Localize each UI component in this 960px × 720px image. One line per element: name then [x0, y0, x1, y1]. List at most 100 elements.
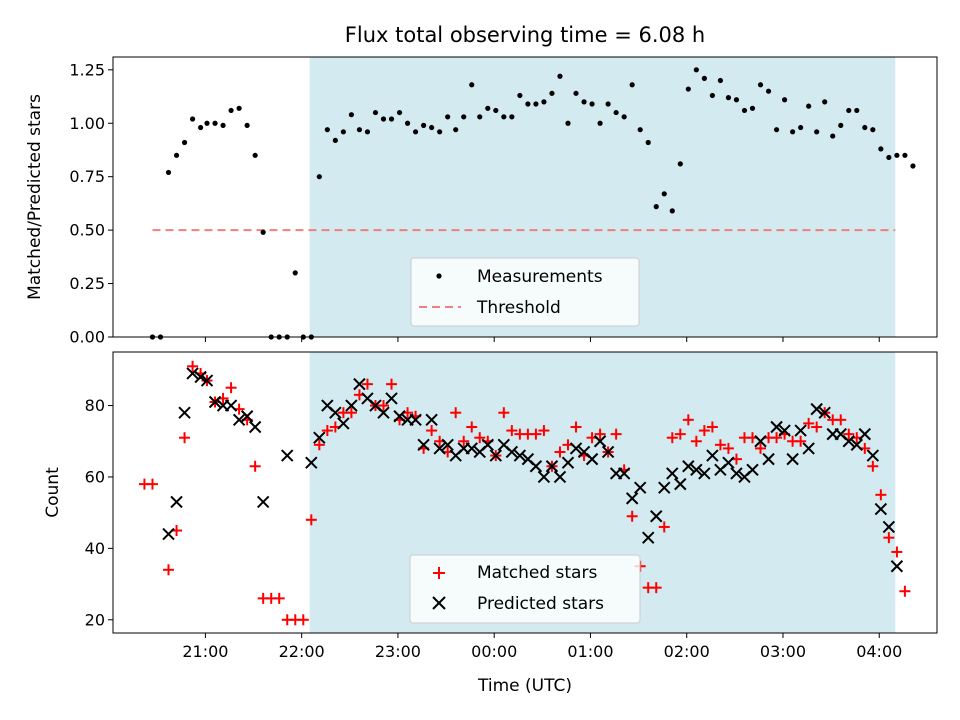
predicted-star-point — [682, 460, 695, 473]
predicted-star-d2 — [337, 417, 350, 430]
measurement-point — [838, 122, 844, 128]
measurement-point — [749, 105, 756, 111]
predicted-star-point — [200, 374, 214, 387]
predicted-star-point — [529, 460, 543, 473]
predicted-star-d2 — [561, 456, 575, 469]
predicted-star-d2 — [208, 395, 222, 409]
measurement-point — [814, 129, 820, 135]
predicted-star-d2 — [425, 413, 438, 427]
measurement-point — [501, 114, 507, 120]
predicted-star-d2 — [890, 560, 904, 573]
legend-matched-label: Matched stars — [477, 563, 597, 583]
measurement-point — [733, 97, 740, 103]
measurement-point — [717, 77, 724, 84]
bottom-axes-frame — [112, 351, 938, 634]
predicted-star-point — [746, 463, 759, 477]
measurement-point — [621, 114, 627, 120]
predicted-star-point — [162, 527, 175, 541]
predicted-star-d2 — [770, 420, 783, 434]
predicted-star-d2 — [489, 449, 503, 462]
top-y-tick-label: 0.50 — [69, 221, 105, 240]
predicted-star-point — [417, 438, 430, 452]
measurement-point — [396, 109, 403, 116]
predicted-star-d2 — [746, 463, 759, 477]
predicted-star-point — [642, 531, 655, 544]
matched-star-point — [458, 435, 470, 447]
measurement-point — [846, 107, 852, 114]
matched-star-point — [386, 378, 398, 390]
measurement-point — [252, 152, 258, 158]
predicted-star-point — [256, 495, 270, 509]
predicted-star-point — [194, 370, 207, 384]
measurement-point — [461, 114, 467, 120]
bottom-y-tick-label: 20 — [85, 610, 105, 629]
predicted-star-point — [850, 438, 863, 452]
predicted-star-d2 — [577, 445, 591, 459]
top-y-tick-label: 1.25 — [69, 60, 105, 79]
predicted-star-point — [874, 502, 888, 516]
matched-star-point — [377, 400, 389, 412]
measurement-point — [244, 122, 250, 128]
measurement-point — [661, 191, 667, 197]
measurement-point — [236, 105, 242, 111]
measurement-point — [870, 127, 876, 133]
measurement-point — [388, 116, 395, 122]
matched-star-point — [610, 428, 622, 440]
predicted-star-point — [337, 417, 350, 430]
measurement-point — [181, 139, 188, 146]
predicted-star-d2 — [794, 424, 807, 437]
predicted-star-d2 — [240, 410, 254, 423]
top-legend: Measurements Threshold — [410, 257, 640, 327]
x-tick-label: 23:00 — [375, 642, 421, 661]
measurement-point — [798, 124, 804, 131]
predicted-star-point — [377, 406, 390, 419]
x-tick-label: 03:00 — [760, 642, 806, 661]
predicted-star-d2 — [642, 531, 655, 544]
predicted-star-point — [585, 452, 599, 466]
matched-star-point — [361, 378, 373, 390]
predicted-star-d2 — [329, 406, 342, 419]
matched-star-point — [690, 435, 702, 447]
measurement-point — [324, 127, 330, 133]
predicted-star-point — [345, 399, 358, 412]
predicted-star-d2 — [369, 399, 382, 412]
matched-star-point — [474, 432, 486, 444]
predicted-star-d2 — [698, 467, 711, 480]
predicted-star-point — [561, 456, 575, 469]
measurement-point — [477, 114, 483, 120]
matched-star-point — [795, 435, 807, 447]
x-tick-label: 04:00 — [856, 642, 902, 661]
predicted-star-point — [666, 467, 679, 480]
predicted-star-d2 — [281, 449, 294, 462]
x-tick-label: 02:00 — [664, 642, 710, 661]
bottom-legend-box — [409, 554, 641, 624]
legend-predicted-label: Predicted stars — [477, 594, 604, 614]
matched-star-point — [803, 417, 815, 429]
predicted-star-d2 — [505, 445, 519, 459]
predicted-star-point — [794, 424, 807, 437]
bottom-y-ticks: 20 40 60 80 — [85, 396, 113, 629]
measurement-point — [637, 127, 643, 133]
matched-star-point — [345, 407, 357, 419]
measurement-point — [886, 154, 892, 161]
measurement-point — [878, 146, 884, 152]
measurement-point — [509, 114, 515, 120]
predicted-star-point — [433, 442, 446, 455]
matched-star-point — [146, 478, 158, 490]
measurement-point — [653, 204, 659, 210]
predicted-star-d2 — [658, 481, 671, 494]
predicted-star-point — [505, 445, 519, 459]
matched-star-point — [875, 489, 887, 501]
predicted-star-point — [569, 442, 583, 455]
predicted-star-d2 — [409, 413, 422, 427]
matched-star-point — [771, 432, 783, 444]
measurement-point — [173, 152, 180, 158]
measurement-point — [220, 122, 226, 128]
predicted-star-d2 — [553, 470, 567, 484]
measurement-point — [765, 88, 772, 94]
predicted-star-point — [882, 520, 896, 534]
measurement-point — [493, 107, 499, 114]
bottom-y-tick-label: 60 — [85, 467, 105, 486]
x-axis-label: Time (UTC) — [477, 676, 572, 696]
x-tick-label: 21:00 — [182, 642, 228, 661]
